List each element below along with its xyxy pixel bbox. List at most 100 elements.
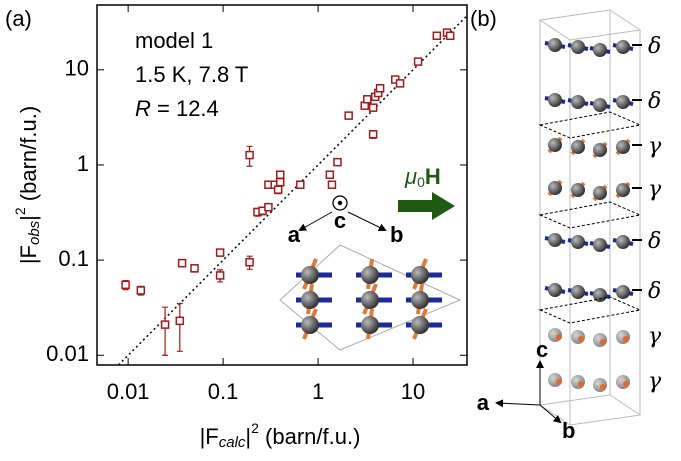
atom: [301, 316, 319, 334]
atom: [571, 183, 585, 197]
x-axis-label: |Fcalc|2 (barn/f.u.): [200, 420, 361, 451]
inset: c a b μ0H: [280, 164, 460, 350]
atom: [548, 283, 562, 297]
svg-text:c: c: [334, 208, 346, 233]
point: [328, 181, 335, 188]
layer-label: γ: [648, 324, 662, 349]
atom: [593, 43, 607, 57]
svg-text:a: a: [477, 390, 490, 415]
point: [326, 171, 333, 178]
panel-label: (b): [470, 6, 497, 31]
point: [246, 259, 253, 266]
plane: [540, 297, 640, 323]
point: [415, 58, 422, 65]
point: [334, 159, 341, 166]
atom-moment: [556, 334, 562, 340]
panel-label: (a): [5, 6, 32, 31]
atom: [361, 291, 379, 309]
plane: [540, 112, 640, 138]
error-bar: [177, 303, 183, 351]
atom-moment: [623, 381, 629, 387]
atom: [616, 285, 630, 299]
atom: [616, 95, 630, 109]
svg-text:c: c: [536, 337, 548, 362]
error-bar: [162, 307, 168, 355]
layer-label: γ: [648, 177, 662, 202]
svg-text:b: b: [390, 222, 403, 247]
atom: [616, 140, 630, 154]
atom: [361, 266, 379, 284]
y-axis-label: |Fobs|2 (barn/f.u.): [12, 106, 43, 264]
point: [433, 32, 440, 39]
point: [191, 265, 198, 272]
point: [137, 287, 144, 294]
atom: [593, 98, 607, 112]
x-tick-label: 10: [401, 379, 425, 404]
atom: [301, 291, 319, 309]
point: [176, 317, 183, 324]
layer-label: δ: [648, 34, 661, 59]
atom: [571, 40, 585, 54]
atom: [571, 235, 585, 249]
point: [265, 204, 272, 211]
point: [217, 249, 224, 256]
atom: [411, 266, 429, 284]
layer-label: γ: [648, 134, 662, 159]
point: [297, 181, 304, 188]
atom: [548, 233, 562, 247]
layer-label: δ: [648, 279, 661, 304]
annotation: model 1: [135, 28, 213, 53]
atom: [548, 38, 562, 52]
x-tick-label: 1: [312, 379, 324, 404]
plane: [540, 202, 640, 228]
point: [364, 96, 371, 103]
layer-label: δ: [648, 89, 661, 114]
atom: [616, 40, 630, 54]
atom: [548, 138, 562, 152]
figure: (a) 0.010.11100.010.1110 |Fcalc|2 (barn/…: [0, 0, 681, 456]
point: [377, 85, 384, 92]
point: [246, 152, 253, 159]
atom: [548, 93, 562, 107]
point: [179, 260, 186, 267]
atom-moment: [600, 384, 606, 390]
point: [345, 112, 352, 119]
atom-moment: [623, 336, 629, 342]
point: [370, 131, 377, 138]
atom-moment: [600, 339, 606, 345]
svg-text:b: b: [562, 418, 575, 443]
point: [162, 321, 169, 328]
y-tick-label: 1: [77, 151, 89, 176]
point: [397, 80, 404, 87]
annotation: R = 12.4: [135, 96, 219, 121]
point: [217, 272, 224, 279]
layer-label: δ: [648, 229, 661, 254]
point: [122, 281, 129, 288]
atom: [361, 316, 379, 334]
y-tick-label: 10: [65, 56, 89, 81]
unit-cell: [540, 10, 640, 425]
y-tick-label: 0.1: [58, 246, 89, 271]
atom: [616, 235, 630, 249]
point: [370, 104, 377, 111]
annotation: 1.5 K, 7.8 T: [135, 62, 248, 87]
axes-b: a b c: [477, 337, 576, 443]
atom: [593, 186, 607, 200]
atom-moment: [578, 381, 584, 387]
atom: [571, 285, 585, 299]
atom: [548, 181, 562, 195]
atom: [593, 238, 607, 252]
atom: [571, 95, 585, 109]
atom-moment: [578, 336, 584, 342]
point: [447, 32, 454, 39]
layer-label: γ: [648, 369, 662, 394]
atom-moment: [556, 379, 562, 385]
svg-text:a: a: [288, 222, 301, 247]
atom: [593, 143, 607, 157]
atom: [411, 291, 429, 309]
point: [277, 179, 284, 186]
atom: [411, 316, 429, 334]
atom: [571, 140, 585, 154]
y-tick-label: 0.01: [46, 341, 89, 366]
